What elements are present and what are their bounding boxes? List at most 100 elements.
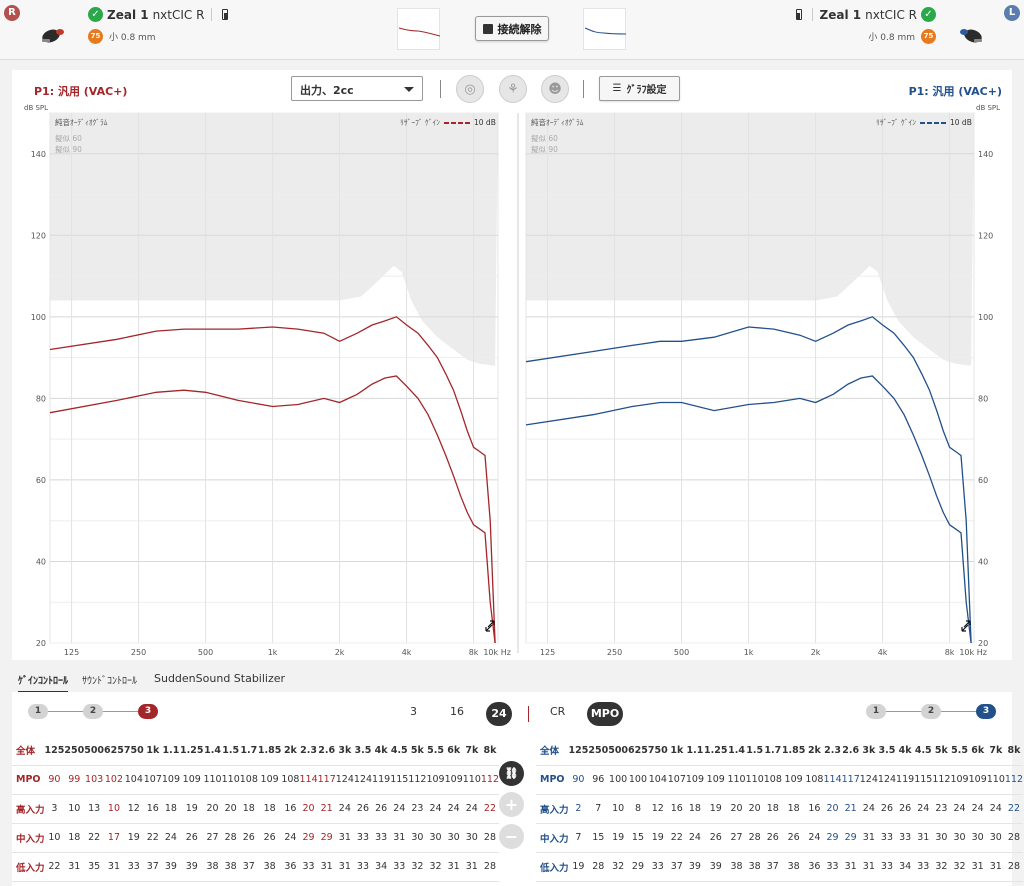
gain-cell[interactable]: 39	[685, 852, 705, 882]
gain-cell[interactable]: 22	[1004, 794, 1024, 824]
gain-cell[interactable]: 31	[335, 823, 354, 853]
gain-cell[interactable]: 18	[763, 794, 782, 824]
gain-cell[interactable]: 103	[84, 765, 105, 795]
gain-cell[interactable]: 20	[727, 794, 746, 824]
gain-cell[interactable]: 7	[588, 794, 609, 824]
plus-icon[interactable]: +	[499, 792, 524, 817]
gain-cell[interactable]: 35	[84, 852, 105, 882]
gain-cell[interactable]: 28	[588, 852, 609, 882]
gain-cell[interactable]: 109	[781, 765, 806, 795]
gain-cell[interactable]: 107	[667, 765, 686, 795]
gain-cell[interactable]: 33	[299, 852, 318, 882]
gain-cell[interactable]: 28	[480, 823, 500, 853]
gain-cell[interactable]: 37	[239, 852, 258, 882]
band-header[interactable]: 1.25	[180, 736, 204, 766]
band-header[interactable]: 2k	[805, 736, 824, 766]
gain-cell[interactable]: 22	[84, 823, 105, 853]
gain-cell[interactable]: 26	[353, 794, 373, 824]
link-icon[interactable]: ⛓	[499, 761, 524, 786]
gain-cell[interactable]: 33	[877, 852, 897, 882]
gain-cell[interactable]: 19	[123, 823, 144, 853]
gain-cell[interactable]: 33	[390, 852, 409, 882]
gain-cell[interactable]: 117	[841, 765, 860, 795]
band-header[interactable]: 250	[588, 736, 609, 766]
gain-cell[interactable]: 28	[221, 823, 240, 853]
gain-cell[interactable]: 22	[143, 823, 162, 853]
graph-settings-button[interactable]: ☰ ｸﾞﾗﾌ設定	[599, 76, 680, 101]
gain-cell[interactable]: 23	[408, 794, 427, 824]
gain-cell[interactable]: 119	[896, 765, 915, 795]
gain-cell[interactable]: 10	[64, 794, 85, 824]
gain-cell[interactable]: 24	[281, 823, 300, 853]
band-header[interactable]: 250	[64, 736, 85, 766]
mode-mpo[interactable]: MPO	[587, 702, 623, 726]
gain-cell[interactable]: 31	[104, 852, 124, 882]
gain-cell[interactable]: 124	[353, 765, 373, 795]
gain-cell[interactable]: 31	[64, 852, 85, 882]
gain-cell[interactable]: 28	[480, 852, 500, 882]
gain-cell[interactable]: 107	[143, 765, 162, 795]
all-label[interactable]: 全体	[536, 736, 569, 766]
gain-cell[interactable]: 30	[932, 823, 951, 853]
gain-cell[interactable]: 12	[123, 794, 144, 824]
gain-cell[interactable]: 21	[317, 794, 336, 824]
gain-cell[interactable]: 37	[667, 852, 686, 882]
gain-cell[interactable]: 21	[841, 794, 860, 824]
expand-icon[interactable]	[485, 620, 495, 632]
gain-cell[interactable]: 112	[1004, 765, 1024, 795]
band-header[interactable]: 1.1	[685, 736, 705, 766]
gain-cell[interactable]: 34	[372, 852, 391, 882]
gain-cell[interactable]: 109	[704, 765, 728, 795]
gain-cell[interactable]: 33	[877, 823, 897, 853]
gain-cell[interactable]: 37	[143, 852, 162, 882]
band-header[interactable]: 625	[628, 736, 648, 766]
gain-cell[interactable]: 22	[480, 794, 500, 824]
gain-cell[interactable]: 34	[896, 852, 915, 882]
target-icon[interactable]: ◎	[456, 75, 484, 103]
band-header[interactable]: 750	[123, 736, 144, 766]
gain-cell[interactable]: 33	[823, 852, 842, 882]
gain-cell[interactable]: 110	[745, 765, 764, 795]
gain-cell[interactable]: 124	[859, 765, 878, 795]
gain-cell[interactable]: 28	[1004, 823, 1024, 853]
gain-cell[interactable]: 7	[568, 823, 589, 853]
left-step-3[interactable]: 3	[976, 704, 996, 719]
gain-cell[interactable]: 38	[745, 852, 764, 882]
gain-cell[interactable]: 24	[968, 794, 987, 824]
gain-cell[interactable]: 124	[335, 765, 354, 795]
gain-cell[interactable]: 39	[161, 852, 181, 882]
gain-cell[interactable]: 31	[968, 852, 987, 882]
gain-cell[interactable]: 22	[44, 852, 65, 882]
gain-cell[interactable]: 110	[203, 765, 222, 795]
left-step-2[interactable]: 2	[921, 704, 941, 719]
gain-cell[interactable]: 30	[408, 823, 427, 853]
gain-cell[interactable]: 31	[859, 852, 878, 882]
gain-cell[interactable]: 110	[221, 765, 240, 795]
gain-cell[interactable]: 24	[390, 794, 409, 824]
band-header[interactable]: 125	[44, 736, 65, 766]
gain-cell[interactable]: 38	[727, 852, 746, 882]
band-header[interactable]: 5.5	[950, 736, 969, 766]
gain-cell[interactable]: 112	[408, 765, 427, 795]
right-step-3[interactable]: 3	[138, 704, 158, 719]
head-icon[interactable]: ☻	[541, 75, 569, 103]
band-header[interactable]: 1k	[143, 736, 162, 766]
gain-cell[interactable]: 38	[257, 852, 282, 882]
gain-cell[interactable]: 17	[104, 823, 124, 853]
band-header[interactable]: 1.4	[203, 736, 222, 766]
band-header[interactable]: 3.5	[877, 736, 897, 766]
row-label[interactable]: 低入力	[12, 852, 45, 882]
gain-cell[interactable]: 110	[986, 765, 1005, 795]
gain-cell[interactable]: 15	[588, 823, 609, 853]
gain-cell[interactable]: 16	[143, 794, 162, 824]
gain-cell[interactable]: 99	[64, 765, 85, 795]
gain-cell[interactable]: 20	[203, 794, 222, 824]
gain-cell[interactable]: 24	[914, 794, 933, 824]
channel-3[interactable]: 3	[410, 705, 417, 718]
gain-cell[interactable]: 115	[914, 765, 933, 795]
gain-cell[interactable]: 117	[317, 765, 336, 795]
band-header[interactable]: 4.5	[914, 736, 933, 766]
band-header[interactable]: 1.7	[239, 736, 258, 766]
gain-cell[interactable]: 31	[317, 852, 336, 882]
gain-cell[interactable]: 2	[568, 794, 589, 824]
